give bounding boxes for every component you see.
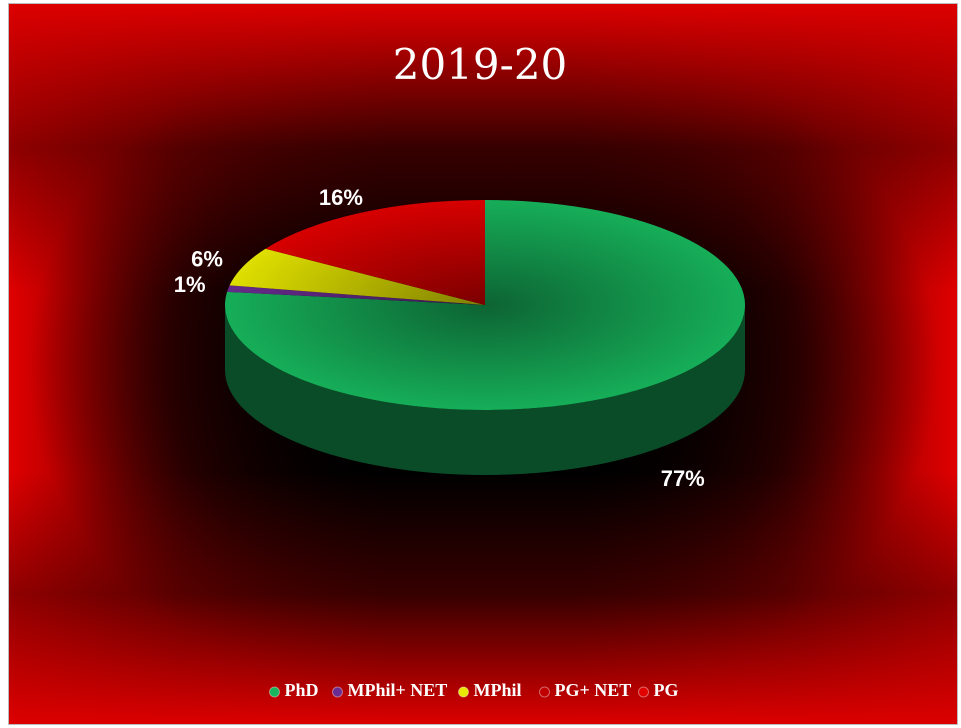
legend-marker (539, 686, 550, 698)
legend-label: MPhil (474, 680, 522, 700)
data-label: 16% (319, 185, 363, 210)
pie-side (225, 305, 745, 475)
legend-marker (458, 686, 469, 698)
legend-label: PG (654, 680, 679, 700)
data-label: 77% (661, 466, 705, 491)
legend-label: PhD (285, 680, 319, 700)
chart-background (8, 3, 958, 725)
legend-marker (638, 686, 649, 698)
legend-marker (269, 686, 280, 698)
legend-label: PG+ NET (555, 680, 632, 700)
chart-title: 2019-20 (393, 40, 568, 89)
data-label: 6% (191, 246, 223, 271)
data-label: 1% (174, 272, 206, 297)
legend-label: MPhil+ NET (348, 680, 448, 700)
legend-marker (332, 686, 343, 698)
